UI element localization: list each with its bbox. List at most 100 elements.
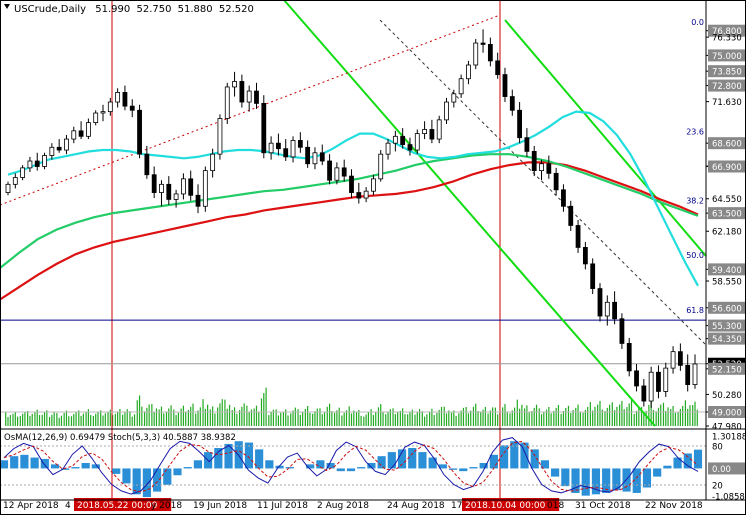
candle-body	[473, 42, 479, 66]
date-tick-label: 12 Apr 2018	[3, 501, 59, 511]
volume-bar	[524, 408, 526, 426]
candle-body	[582, 247, 588, 265]
volume-bar	[482, 409, 484, 426]
volume-bar	[360, 415, 362, 426]
candle-body	[224, 86, 230, 119]
candle-body	[677, 351, 683, 366]
candle-body	[115, 92, 121, 103]
volume-bar	[579, 412, 581, 426]
volume-bar	[14, 411, 16, 426]
volume-bar	[431, 408, 433, 426]
candle-body	[619, 318, 625, 344]
candle-body	[466, 64, 471, 80]
price-tick-label: 71.630	[712, 98, 742, 108]
volume-bar	[562, 410, 565, 426]
osma-bar	[540, 460, 549, 469]
volume-bar	[24, 411, 26, 426]
volume-bar	[399, 410, 401, 426]
volume-bar	[43, 412, 46, 426]
volume-bar	[511, 410, 513, 426]
candle-body	[604, 301, 610, 317]
osma-bar	[153, 468, 162, 492]
candle-body	[524, 137, 530, 152]
volume-bar	[173, 409, 175, 426]
volume-bar	[287, 415, 289, 426]
volume-bar	[112, 415, 114, 426]
osma-bar	[357, 467, 366, 469]
volume-bar	[228, 404, 231, 426]
osma-bar	[306, 464, 315, 469]
volume-bar	[643, 413, 645, 426]
date-tick-label: 11 Jul 2018	[257, 501, 308, 511]
date-marker-tag	[462, 498, 560, 511]
volume-bar	[68, 416, 70, 426]
osma-bar	[530, 449, 539, 469]
candle-body	[49, 146, 55, 156]
price-tick-label: 54.350	[712, 335, 742, 345]
candle-body	[195, 194, 201, 207]
volume-bar	[321, 414, 323, 426]
date-tick-label: 19 Jun 2018	[193, 501, 247, 511]
volume-bar	[387, 411, 389, 426]
osma-bar	[663, 465, 672, 469]
volume-bar	[438, 409, 440, 426]
candle-body	[173, 193, 179, 200]
candle-body	[656, 371, 661, 392]
volume-bar	[423, 416, 426, 426]
volume-bar	[285, 409, 287, 426]
volume-bar	[353, 410, 355, 426]
volume-bar	[109, 409, 111, 426]
volume-bar	[217, 407, 219, 426]
volume-bar	[657, 407, 660, 426]
candle-body	[100, 111, 106, 114]
osma-bar	[91, 464, 100, 469]
volume-bar	[392, 408, 394, 426]
volume-bar	[233, 407, 236, 426]
volume-bar	[533, 407, 535, 426]
volume-bar	[307, 405, 309, 426]
volume-bar	[394, 414, 396, 426]
volume-bar	[282, 411, 285, 426]
date-tick-label: 4	[65, 501, 71, 511]
volume-bar	[95, 413, 97, 426]
volume-bar	[526, 405, 528, 426]
price-tick-label: 73.850	[712, 68, 742, 78]
volume-bar	[630, 399, 633, 426]
date-marker-label: 2018.05.22 00:00	[77, 501, 158, 511]
collapse-arrow-icon[interactable]	[4, 4, 10, 9]
volume-bar	[587, 406, 589, 426]
osc-tick-label: 80	[712, 443, 723, 453]
fib-level-label: 50.0	[686, 251, 704, 260]
volume-bar	[34, 411, 36, 426]
volume-bar	[475, 403, 477, 426]
volume-bar	[608, 404, 611, 426]
osma-bar	[214, 448, 223, 469]
volume-bar	[655, 411, 657, 426]
date-tick-label: 24 Aug 2018	[387, 501, 445, 511]
osma-bar	[397, 449, 407, 469]
volume-bar	[538, 408, 540, 426]
volume-bar	[268, 415, 270, 426]
osc-tick-label: -1.08586	[712, 493, 746, 503]
volume-bar	[90, 414, 92, 426]
trend-channel-line	[283, 0, 656, 427]
volume-bar	[626, 407, 628, 426]
volume-bar	[126, 409, 128, 426]
osma-bar	[571, 468, 580, 493]
volume-bar	[672, 405, 674, 426]
volume-bar	[355, 412, 358, 426]
candle-body	[137, 109, 142, 155]
volume-bar	[219, 403, 221, 426]
volume-bar	[682, 405, 684, 426]
volume-bar	[397, 411, 399, 426]
candle-body	[429, 129, 435, 140]
volume-bar	[492, 407, 494, 426]
volume-bar	[107, 411, 109, 426]
volume-bar	[241, 406, 243, 426]
volume-bar	[599, 400, 601, 426]
volume-bar	[119, 409, 121, 426]
volume-bar	[328, 403, 331, 426]
volume-bar	[65, 410, 68, 426]
